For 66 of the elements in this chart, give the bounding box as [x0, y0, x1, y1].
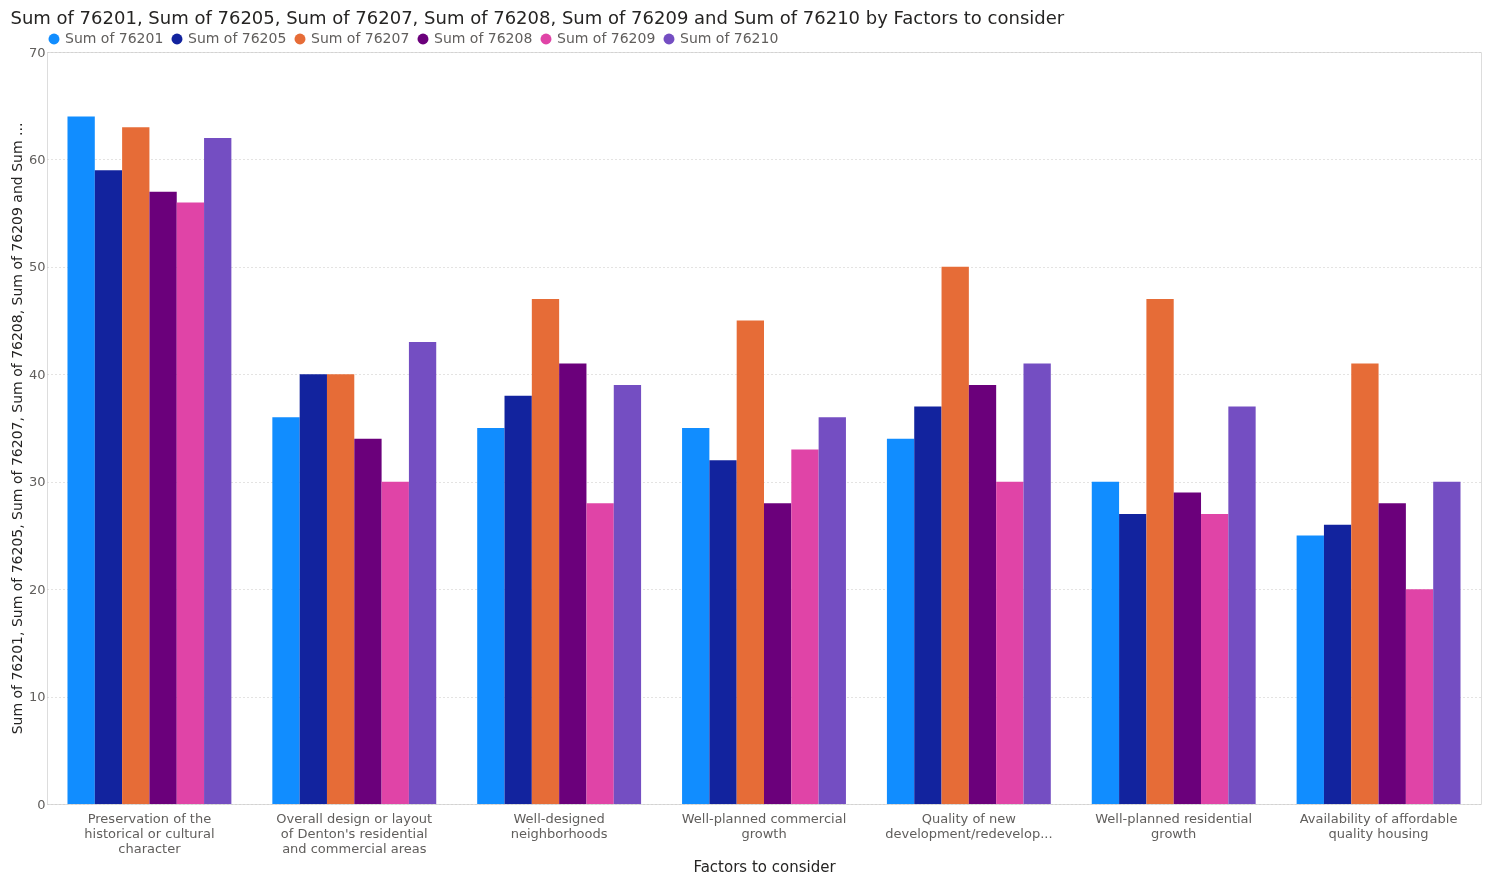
- bar: [1091, 481, 1120, 804]
- y-tick-label: 20: [28, 581, 46, 597]
- bar: [1173, 492, 1202, 804]
- chart-title: Sum of 76201, Sum of 76205, Sum of 76207, Sum of 76208, Sum of 76209 and Sum of 76210 by Factors to consider: [10, 7, 1065, 28]
- bar: [299, 374, 327, 804]
- bar: [354, 438, 382, 804]
- bar: [1351, 363, 1379, 804]
- bar: [272, 417, 300, 804]
- bar: [1378, 503, 1406, 804]
- bar: [736, 320, 764, 804]
- legend-label: Sum of 76207: [311, 30, 410, 46]
- bar: [122, 127, 150, 804]
- bar: [1201, 513, 1229, 804]
- bar: [941, 266, 969, 804]
- bar: [1119, 513, 1147, 804]
- x-tick-label: Overall design or layout of Denton's residential and commercial areas: [276, 810, 433, 856]
- bar: [996, 481, 1024, 804]
- y-tick-label: 70: [28, 44, 46, 60]
- bar: [1146, 299, 1174, 804]
- bar: [791, 449, 819, 804]
- y-tick-label: 30: [28, 474, 46, 490]
- legend-label: Sum of 76210: [680, 30, 779, 46]
- x-tick-label: Well-designed neighborhoods: [510, 810, 608, 841]
- bar: [176, 202, 205, 804]
- bar: [886, 438, 915, 804]
- x-tick-label: Well-planned residential growth: [1095, 810, 1253, 841]
- y-tick-label: 60: [28, 151, 46, 167]
- bar: [477, 428, 505, 804]
- y-tick-label: 10: [28, 689, 46, 705]
- bar: [504, 395, 532, 804]
- y-tick-label: 50: [28, 259, 46, 275]
- bar: [818, 417, 846, 804]
- bar: [682, 428, 710, 804]
- bar: [764, 503, 792, 804]
- bar: [67, 116, 95, 804]
- bar: [709, 460, 737, 804]
- bar: [914, 406, 942, 804]
- bar: [559, 363, 587, 804]
- bar: [1405, 589, 1434, 804]
- bar: [1296, 535, 1324, 804]
- bar: [149, 191, 177, 804]
- x-tick-label: Quality of new development/redevelop...: [885, 810, 1053, 841]
- bar: [1323, 524, 1352, 804]
- y-axis-title: Sum of 76201, Sum of 76205, Sum of 76207, Sum of 76208, Sum of 76209 and Sum ...: [8, 122, 25, 735]
- bar: [613, 385, 642, 804]
- bar: [204, 137, 232, 804]
- y-tick-label: 0: [37, 796, 46, 812]
- x-axis-title: Factors to consider: [693, 857, 837, 876]
- x-tick-label: Well-planned commercial growth: [681, 810, 847, 841]
- bar: [968, 385, 997, 804]
- bar: [1228, 406, 1256, 804]
- bar: [1023, 363, 1051, 804]
- legend-label: Sum of 76209: [557, 30, 656, 46]
- y-tick-label: 40: [28, 366, 46, 382]
- bar: [408, 342, 437, 804]
- bar: [586, 503, 614, 804]
- legend-label: Sum of 76208: [434, 30, 533, 46]
- x-tick-label: Preservation of the historical or cultural character: [84, 810, 215, 856]
- bar: [1433, 481, 1461, 804]
- bar: [326, 374, 355, 804]
- bar: [94, 170, 123, 804]
- bar: [531, 299, 560, 804]
- legend-label: Sum of 76201: [65, 30, 164, 46]
- legend-label: Sum of 76205: [188, 30, 287, 46]
- bar: [381, 481, 409, 804]
- x-tick-label: Availability of affordable quality housing: [1299, 810, 1458, 841]
